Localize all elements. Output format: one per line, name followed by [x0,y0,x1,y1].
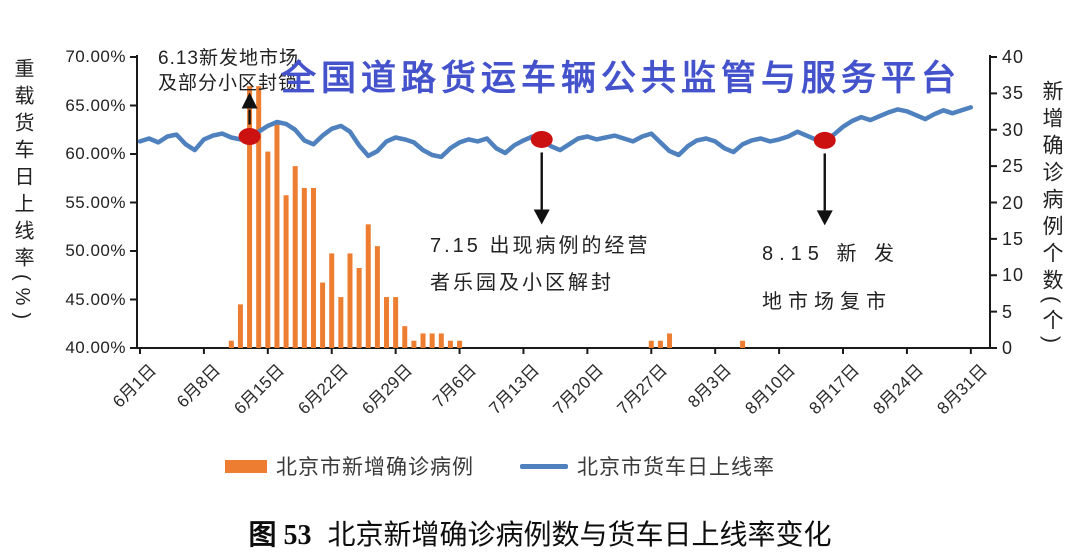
case-bar [347,253,353,348]
event-dot [813,131,836,149]
annotation-line: 及部分小区封锁 [158,73,299,94]
case-bar [402,326,408,348]
case-bar [420,333,426,348]
right-axis-title: 新增确诊病例个数(个) [1040,80,1063,349]
case-bar [237,304,243,348]
event-dot [238,128,261,146]
annotation-reopen-715: 7.15 出现病例的经营 者乐园及小区解封 [430,228,650,302]
case-bar [648,340,654,348]
case-bar [301,187,307,348]
case-bar [438,333,444,348]
figure-caption: 图 53 北京新增确诊病例数与货车日上线率变化 [0,513,1080,553]
case-bar [657,340,663,348]
rate-line [137,105,974,160]
legend: 北京市新增确诊病例 北京市货车日上线率 [0,451,1000,481]
case-bar [374,246,380,348]
case-bar [667,333,673,348]
case-bar [274,122,280,348]
case-bar [447,340,453,348]
event-arrow-head [241,92,258,109]
event-arrow-head [533,209,550,225]
case-bar [393,297,399,348]
case-bar [256,86,262,348]
case-bar [457,340,463,348]
annotation-market-reopen-815: 8.15 新 发 地市场复市 [762,230,900,326]
case-bar [228,340,234,348]
case-bar [265,151,271,348]
figure-title: 北京新增确诊病例数与货车日上线率变化 [327,520,832,551]
case-bar [292,166,298,348]
platform-watermark: 全国道路货运车辆公共监管与服务平台 [281,59,962,98]
bar-series-swatch [225,459,267,473]
event-dot [530,130,553,148]
case-bar [320,282,326,348]
legend-item-rate: 北京市货车日上线率 [520,451,775,481]
case-bar [356,267,362,348]
figure-number: 图 53 [248,520,312,551]
annotation-line: 8.15 新 发 [762,243,901,265]
case-bar [247,86,253,348]
combo-chart-canvas [130,55,997,354]
case-bar [384,297,390,348]
case-bar [329,253,335,348]
case-bar [338,297,344,348]
case-bar [411,340,417,348]
case-bar [283,195,289,348]
line-series-swatch [520,463,568,469]
legend-label-cases: 北京市新增确诊病例 [276,456,474,479]
legend-label-rate: 北京市货车日上线率 [577,456,775,479]
legend-item-cases: 北京市新增确诊病例 [225,451,474,481]
annotation-line: 者乐园及小区解封 [430,272,614,294]
annotation-line: 6.13新发地市场 [158,48,299,69]
annotation-line: 地市场复市 [762,291,892,313]
case-bar [310,187,316,348]
annotation-lockdown-613: 6.13新发地市场 及部分小区封锁 [158,46,299,96]
case-bar [740,340,746,348]
case-bar [365,224,371,348]
event-arrow-head [816,210,833,226]
left-axis-title: 重载货车日上线率(%) [11,58,33,327]
case-bar [429,333,435,348]
annotation-line: 7.15 出现病例的经营 [430,235,651,257]
